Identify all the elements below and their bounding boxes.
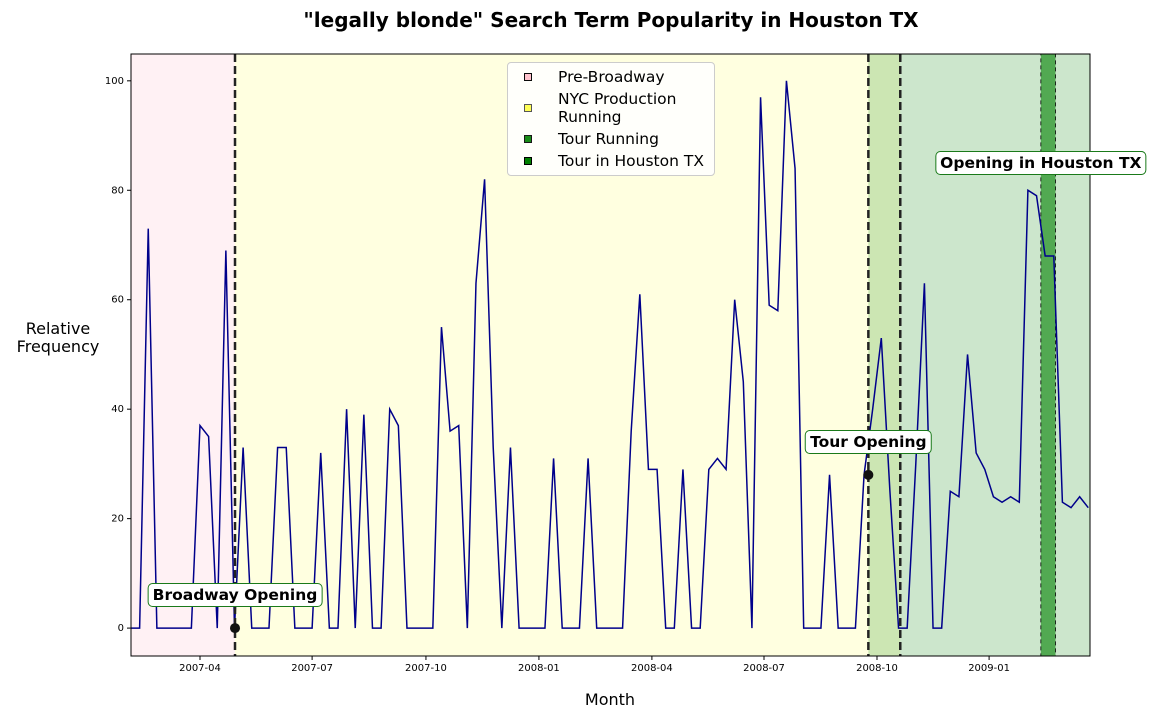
annotation: Tour Opening bbox=[805, 430, 932, 455]
legend-marker bbox=[524, 104, 532, 112]
x-tick-label: 2007-10 bbox=[405, 663, 447, 674]
y-tick-label: 40 bbox=[111, 404, 124, 415]
x-axis-label: Month bbox=[584, 690, 636, 709]
legend-entry: Tour in Houston TX bbox=[508, 150, 714, 172]
annotation: Opening in Houston TX bbox=[935, 150, 1147, 175]
legend-marker bbox=[524, 157, 532, 165]
legend-label: Pre-Broadway bbox=[558, 68, 665, 86]
legend: Pre-Broadway NYC Production Running Tour R… bbox=[507, 62, 715, 176]
x-tick-label: 2008-01 bbox=[518, 663, 560, 674]
x-tick-label: 2007-04 bbox=[179, 663, 221, 674]
chart-title: "legally blonde" Search Term Popularity … bbox=[303, 8, 919, 32]
legend-marker bbox=[524, 73, 532, 81]
y-tick-label: 20 bbox=[111, 514, 124, 525]
x-tick-label: 2008-07 bbox=[743, 663, 785, 674]
x-tick-label: 2007-07 bbox=[291, 663, 333, 674]
x-tick-label: 2009-01 bbox=[968, 663, 1010, 674]
legend-label: NYC Production Running bbox=[558, 90, 677, 126]
y-tick-label: 100 bbox=[105, 76, 124, 87]
legend-label: Tour Running bbox=[558, 130, 659, 148]
plot-frame bbox=[130, 53, 1091, 657]
y-tick-label: 0 bbox=[118, 623, 124, 634]
annotation-point bbox=[863, 469, 874, 480]
legend-entry: Pre-Broadway bbox=[508, 66, 714, 88]
y-tick-label: 80 bbox=[111, 185, 124, 196]
y-axis-label: Relative Frequency bbox=[16, 319, 100, 356]
legend-entry: Tour Running bbox=[508, 128, 714, 150]
span bbox=[131, 54, 236, 656]
x-tick-label: 2008-04 bbox=[631, 663, 673, 674]
span bbox=[1040, 53, 1056, 657]
annotation-point bbox=[230, 623, 241, 634]
legend-label: Tour in Houston TX bbox=[558, 152, 704, 170]
annotation: Broadway Opening bbox=[147, 583, 323, 608]
y-tick-label: 60 bbox=[111, 295, 124, 306]
x-tick-label: 2008-10 bbox=[856, 663, 898, 674]
legend-marker bbox=[524, 135, 532, 143]
legend-entry: NYC Production Running bbox=[508, 88, 714, 128]
data-line bbox=[131, 80, 1089, 629]
